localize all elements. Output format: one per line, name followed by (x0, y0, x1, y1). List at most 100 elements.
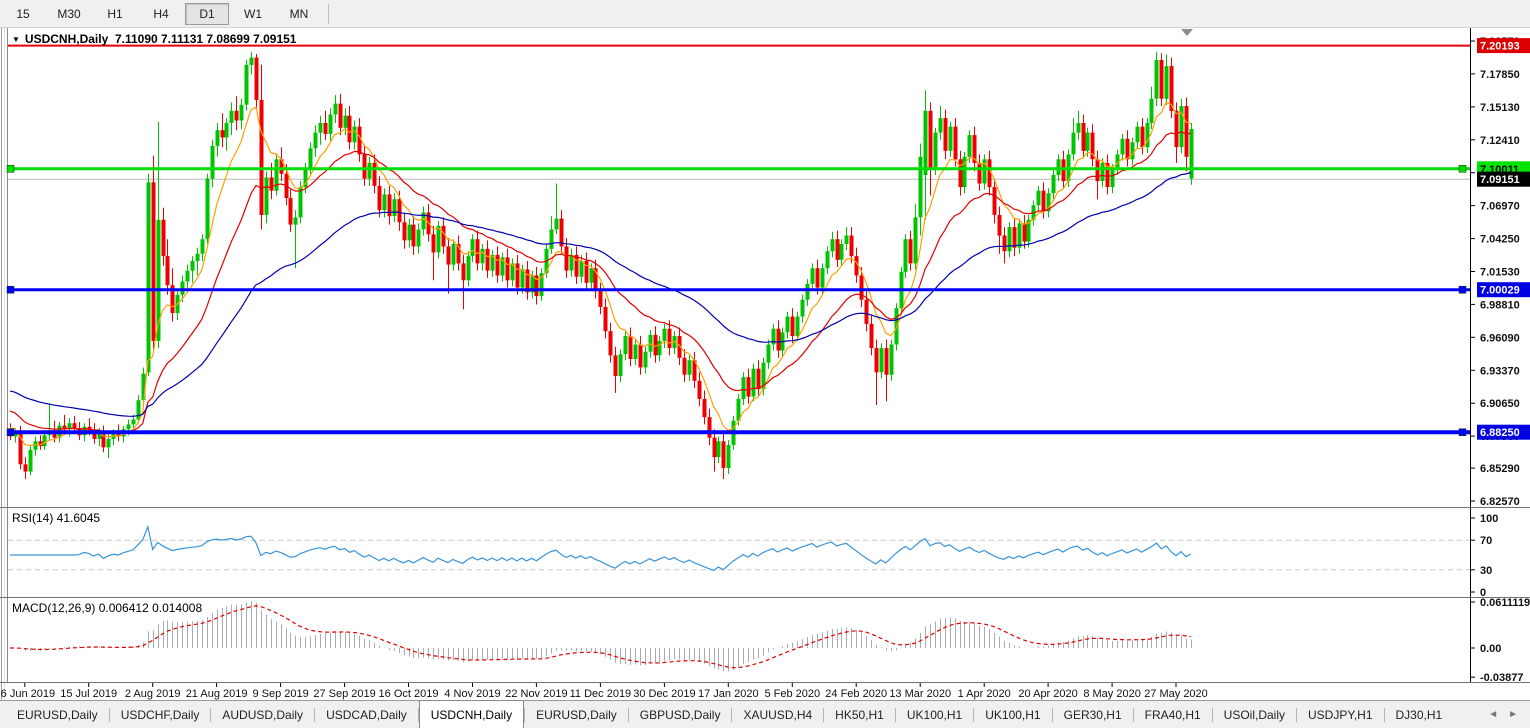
tab-separator (1051, 707, 1053, 722)
macd-indicator-label: MACD(12,26,9) 0.006412 0.014008 (12, 601, 203, 615)
svg-text:6.88250: 6.88250 (1480, 427, 1520, 439)
svg-text:24 Feb 2020: 24 Feb 2020 (825, 688, 887, 700)
svg-text:6.90650: 6.90650 (1480, 398, 1520, 410)
tab-separator (314, 707, 316, 722)
toolbar-separator (328, 3, 329, 24)
timeframe-button-mn[interactable]: MN (289, 6, 309, 21)
svg-text:27 Sep 2019: 27 Sep 2019 (313, 688, 375, 700)
svg-text:7.06970: 7.06970 (1480, 201, 1520, 213)
svg-text:7.15130: 7.15130 (1480, 102, 1520, 114)
shift-end-marker-icon (1181, 29, 1193, 36)
svg-text:4 Nov 2019: 4 Nov 2019 (444, 688, 500, 700)
svg-text:15 Jul 2019: 15 Jul 2019 (60, 688, 117, 700)
hline-handle (6, 285, 15, 294)
chart-title: ▼ USDCNH,Daily 7.11090 7.11131 7.08699 7.… (12, 32, 296, 46)
timeframe-button-h4[interactable]: H4 (153, 6, 169, 21)
svg-text:7.09151: 7.09151 (1480, 174, 1520, 186)
svg-text:11 Dec 2019: 11 Dec 2019 (570, 688, 632, 700)
tabs-scroll-right-icon[interactable]: ► (1508, 709, 1518, 720)
svg-text:2 Aug 2019: 2 Aug 2019 (125, 688, 181, 700)
moving-average-lines (9, 101, 1191, 447)
svg-text:17 Jan 2020: 17 Jan 2020 (698, 688, 759, 700)
svg-text:6.96090: 6.96090 (1480, 332, 1520, 344)
tab-uk100-h1[interactable]: UK100,H1 (906, 707, 963, 722)
chart-dropdown-icon[interactable]: ▼ (12, 35, 20, 44)
svg-text:7.01530: 7.01530 (1480, 267, 1520, 279)
rsi-indicator-label: RSI(14) 41.6045 (12, 511, 101, 525)
tab-gbpusd-daily[interactable]: GBPUSD,Daily (639, 707, 721, 722)
macd-signal-line (10, 605, 1191, 669)
hline-handle (1458, 428, 1467, 436)
svg-text:7.17850: 7.17850 (1480, 69, 1520, 81)
tab-separator (417, 707, 419, 722)
timeframe-button-d1[interactable]: D1 (185, 2, 229, 25)
tab-separator (894, 707, 896, 722)
svg-text:27 May 2020: 27 May 2020 (1144, 688, 1208, 700)
tab-ger30-h1[interactable]: GER30,H1 (1063, 707, 1122, 722)
tab-separator (627, 707, 629, 722)
tab-separator (1211, 707, 1213, 722)
timeframe-button-w1[interactable]: W1 (244, 6, 262, 21)
macd-pane: 0.0611119 0.00 -0.03877 (10, 597, 1530, 684)
tab-fra40-h1[interactable]: FRA40,H1 (1144, 707, 1201, 722)
svg-text:21 Aug 2019: 21 Aug 2019 (186, 688, 248, 700)
hline-handle (1458, 285, 1467, 294)
tab-eurusd-daily[interactable]: EURUSD,Daily (17, 707, 98, 722)
chart-symbol-label: USDCNH,Daily (24, 32, 109, 46)
svg-text:6.82570: 6.82570 (1480, 496, 1520, 508)
tab-separator (1132, 707, 1134, 722)
tab-separator (524, 707, 526, 722)
svg-text:-0.03877: -0.03877 (1480, 672, 1523, 684)
hline-handle (6, 428, 15, 436)
tab-separator (1296, 707, 1298, 722)
tab-usdcad-daily[interactable]: USDCAD,Daily (326, 707, 407, 722)
timeframe-toolbar: 15 M30 H1 H4 D1 W1 MN (0, 0, 1530, 28)
timeframe-button-h1[interactable]: H1 (107, 6, 123, 21)
hline-handle (1458, 165, 1467, 173)
timeframe-button-15[interactable]: 15 (16, 6, 30, 21)
chart-ohlc-values: 7.11090 7.11131 7.08699 7.09151 (114, 32, 297, 46)
tab-separator (731, 707, 733, 722)
rsi-pane: 100 70 30 0 (8, 513, 1498, 599)
tab-separator (210, 707, 212, 722)
svg-text:7.20193: 7.20193 (1480, 41, 1520, 53)
tab-audusd-daily[interactable]: AUDUSD,Daily (222, 707, 304, 722)
svg-text:16 Oct 2019: 16 Oct 2019 (379, 688, 439, 700)
horizontal-level-lines[interactable] (6, 44, 1470, 436)
svg-text:8 May 2020: 8 May 2020 (1083, 688, 1140, 700)
svg-text:13 Mar 2020: 13 Mar 2020 (889, 688, 951, 700)
svg-text:7.00029: 7.00029 (1480, 285, 1520, 297)
svg-text:5 Feb 2020: 5 Feb 2020 (764, 688, 820, 700)
candlestick-series (8, 52, 1194, 480)
tab-usoil-daily[interactable]: USOil,Daily (1223, 707, 1286, 722)
svg-text:6.93370: 6.93370 (1480, 365, 1520, 377)
tabs-scroll-left-icon[interactable]: ◄ (1488, 709, 1499, 720)
svg-text:100: 100 (1480, 513, 1498, 525)
svg-text:7.04250: 7.04250 (1480, 234, 1520, 246)
tab-usdcnh-daily[interactable]: USDCNH,Daily (418, 700, 525, 728)
svg-text:30: 30 (1480, 565, 1492, 577)
tab-xauusd-h4[interactable]: XAUUSD,H4 (743, 707, 813, 722)
svg-text:6.98810: 6.98810 (1480, 299, 1520, 311)
tab-separator (108, 707, 110, 722)
timeframe-button-m30[interactable]: M30 (57, 6, 81, 21)
tab-uk100-h1[interactable]: UK100,H1 (985, 707, 1041, 722)
svg-text:0.00: 0.00 (1480, 643, 1501, 655)
tab-separator (1383, 707, 1385, 722)
svg-text:30 Dec 2019: 30 Dec 2019 (633, 688, 695, 700)
tab-usdchf-daily[interactable]: USDCHF,Daily (120, 707, 200, 722)
hline-handle (6, 165, 15, 173)
tab-dj30-h1[interactable]: DJ30,H1 (1395, 707, 1443, 722)
tab-hk50-h1[interactable]: HK50,H1 (835, 707, 884, 722)
tab-separator (973, 707, 975, 722)
svg-text:9 Sep 2019: 9 Sep 2019 (252, 688, 308, 700)
tab-eurusd-daily[interactable]: EURUSD,Daily (536, 707, 617, 722)
svg-text:20 Apr 2020: 20 Apr 2020 (1018, 688, 1077, 700)
tab-usdjpy-h1[interactable]: USDJPY,H1 (1308, 707, 1373, 722)
svg-text:6.85290: 6.85290 (1480, 463, 1520, 475)
chart-tabs-bar: EURUSD,Daily USDCHF,Daily AUDUSD,Daily USDC… (0, 700, 1530, 728)
date-axis[interactable]: 26 Jun 2019 15 Jul 2019 2 Aug 2019 21 Aug 2… (0, 683, 1208, 700)
